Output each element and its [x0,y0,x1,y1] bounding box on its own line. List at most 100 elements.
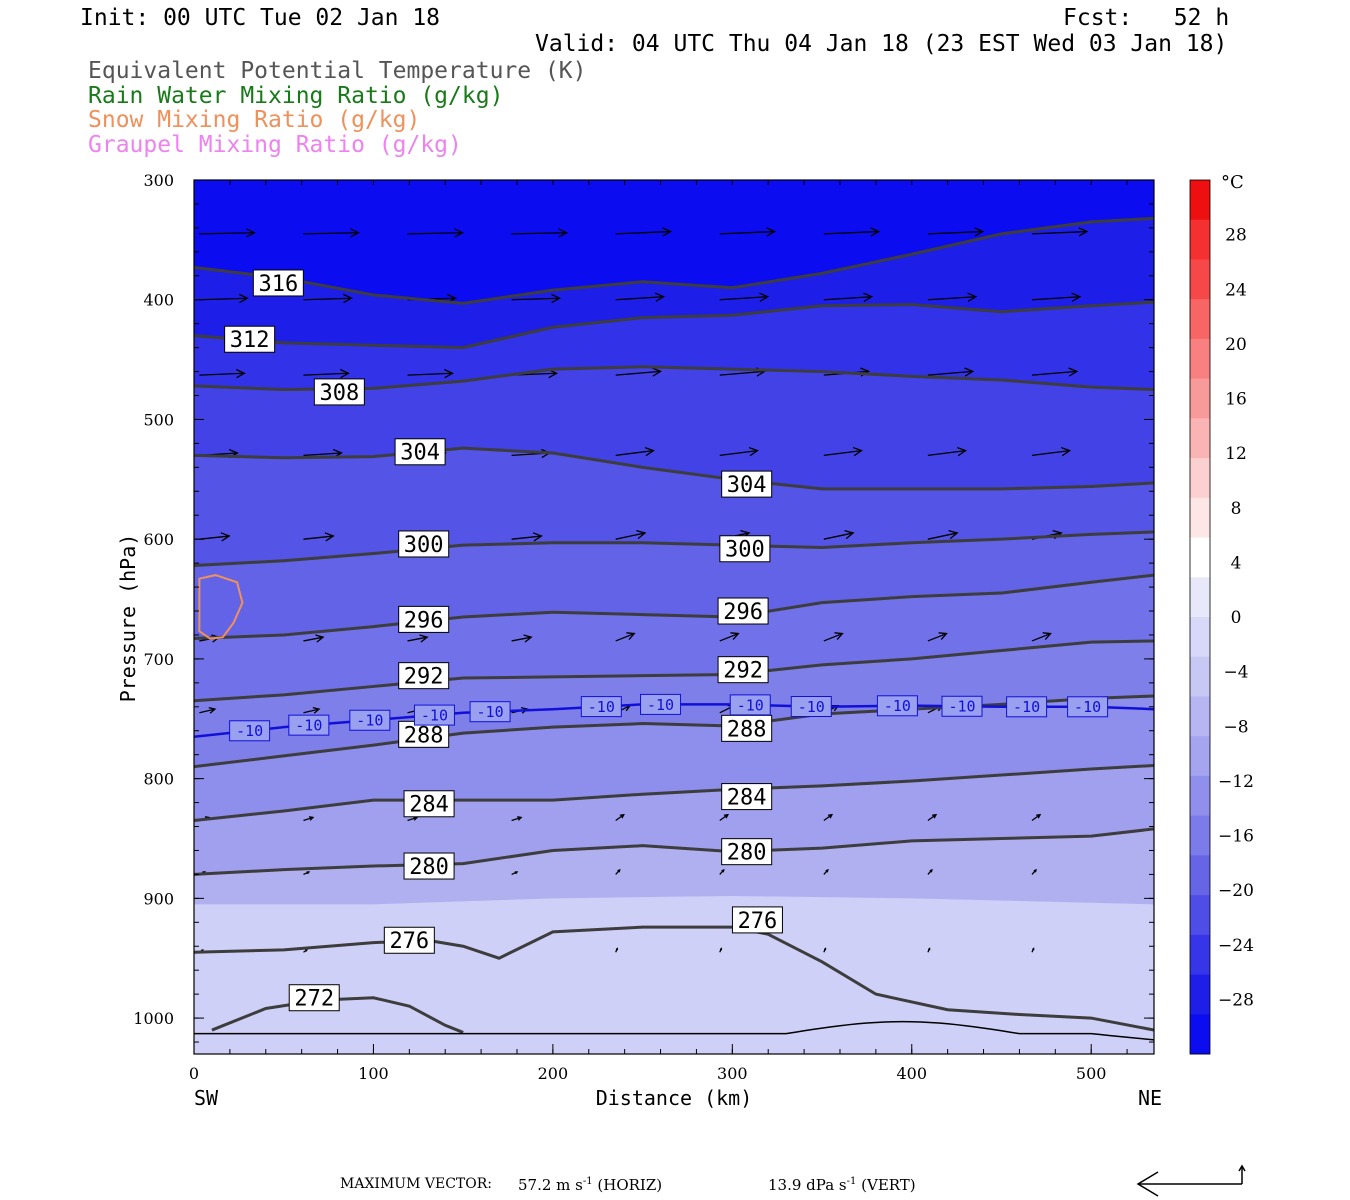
wind-vector [927,868,933,875]
isotherm-label: -10 [469,701,511,723]
isotherm-label-text: -10 [884,697,911,715]
wind-vector [199,532,231,542]
sw-end-label: SW [194,1086,219,1110]
isotherm-label: -10 [729,694,771,716]
wind-vector [1031,868,1037,875]
isotherm-label: -10 [229,720,271,742]
theta-e-label-284-text: 284 [409,793,449,818]
wind-vector [407,228,464,238]
snow-contour [198,574,244,640]
colorbar-swatch [1190,617,1210,658]
colorbar-swatch [1190,338,1210,380]
max-horiz-vector: 57.2 m s-1 (HORIZ) [518,1176,662,1194]
isotherm-label: -10 [640,693,682,715]
colorbar-tick-label: 24 [1225,280,1247,300]
theta-e-label-312: 312 [224,325,276,353]
colorbar-swatch [1190,299,1210,340]
theta-e-label-316-text: 316 [258,272,298,297]
theta-e-label-296: 296 [717,597,769,625]
isotherm-label-text: -10 [295,717,322,735]
theta-e-contour-300 [194,530,1154,568]
theta-e-label-292: 292 [717,656,769,684]
colorbar-swatch [1190,1014,1210,1055]
colorbar-tick-label: 8 [1231,499,1242,519]
wind-vector [303,634,325,643]
wind-vector [303,293,353,304]
wind-vector [1031,632,1052,642]
horiz-value: 57.2 m s [518,1176,583,1194]
colorbar-swatch [1190,736,1210,777]
wind-vector [511,228,569,238]
wind-vector [615,367,662,377]
isotherm-label-text: -10 [588,698,615,716]
colorbar-swatch [1190,458,1210,499]
colorbar-tick-label: −8 [1223,717,1248,737]
valid-time: Valid: 04 UTC Thu 04 Jan 18 (23 EST Wed … [535,31,1228,57]
x-tick-label: 0 [189,1064,199,1083]
wind-vector [719,813,730,822]
reference-vector [1136,1164,1246,1197]
max-vert-vector: 13.9 dPa s-1 (VERT) [768,1176,916,1194]
colorbar-frame [1189,179,1211,1055]
colorbar-tick-label: 0 [1231,608,1242,628]
horiz-exp: -1 [582,1176,593,1187]
isotherm-label-text: -10 [421,706,448,724]
colorbar-swatch [1190,418,1210,459]
wind-vector [303,816,315,822]
x-tick-label: 200 [538,1064,569,1083]
wind-vector [615,292,666,302]
ne-end-label: NE [1138,1086,1162,1110]
wind-vector [615,868,621,875]
wind-vector [1031,227,1089,237]
isotherm-label-text: -10 [647,696,674,714]
theta-e-label-276-text: 276 [738,909,778,934]
colorbar-tick-label: −12 [1218,772,1254,792]
theta-e-contour-292 [194,639,1154,703]
init-time: Init: 00 UTC Tue 02 Jan 18 [80,5,441,31]
theta-e-label-300-text: 300 [404,533,444,558]
theta-e-contour-280 [194,827,1154,876]
colorbar-tick-label: 20 [1225,335,1247,355]
wind-vector [615,632,636,642]
colorbar-swatch [1190,775,1210,817]
theta-e-contour-316 [194,216,1154,305]
horiz-unit: (HORIZ) [597,1176,663,1194]
wind-vector [719,446,759,457]
theta-e-contour-272 [211,996,464,1034]
theta-e-label-284: 284 [721,783,773,811]
colorbar-swatch [1190,895,1210,936]
theta-e-label-292-text: 292 [723,659,763,684]
y-axis-title: Pressure (hPa) [116,534,140,703]
y-tick-label: 600 [143,530,174,549]
vert-value: 13.9 dPa s [768,1176,847,1194]
wind-vector [303,368,350,379]
colorbar-swatch [1190,656,1210,697]
wind-vector [927,367,975,377]
y-tick-label: 1000 [133,1009,174,1028]
terrain-line [194,1020,1154,1041]
plot-frame [193,179,1155,1055]
wind-vector [407,368,454,379]
wind-vector [303,228,360,238]
theta-e-label-312-text: 312 [230,328,270,353]
theta-e-label-276: 276 [383,926,435,954]
field-label-theta-e: Equivalent Potential Temperature (K) [88,58,587,84]
wind-vector [927,292,978,302]
theta-e-label-284-text: 284 [727,786,767,811]
isotherm-label: -10 [876,695,918,717]
isotherm-label: -10 [1006,696,1048,718]
colorbar-swatch [1190,537,1210,578]
wind-vector [719,292,770,302]
theta-e-label-300: 300 [398,530,450,558]
wind-vector [303,949,309,953]
isotherm-label: -10 [1067,696,1109,718]
wind-vector [407,634,429,643]
wind-vector [823,947,827,953]
wind-vector [511,634,533,643]
wind-vector [927,813,938,822]
theta-e-label-308-text: 308 [319,381,359,406]
theta-e-contour-296 [194,573,1154,641]
wind-vector [1031,292,1082,302]
wind-vector [927,227,985,237]
wind-vector [823,292,874,302]
